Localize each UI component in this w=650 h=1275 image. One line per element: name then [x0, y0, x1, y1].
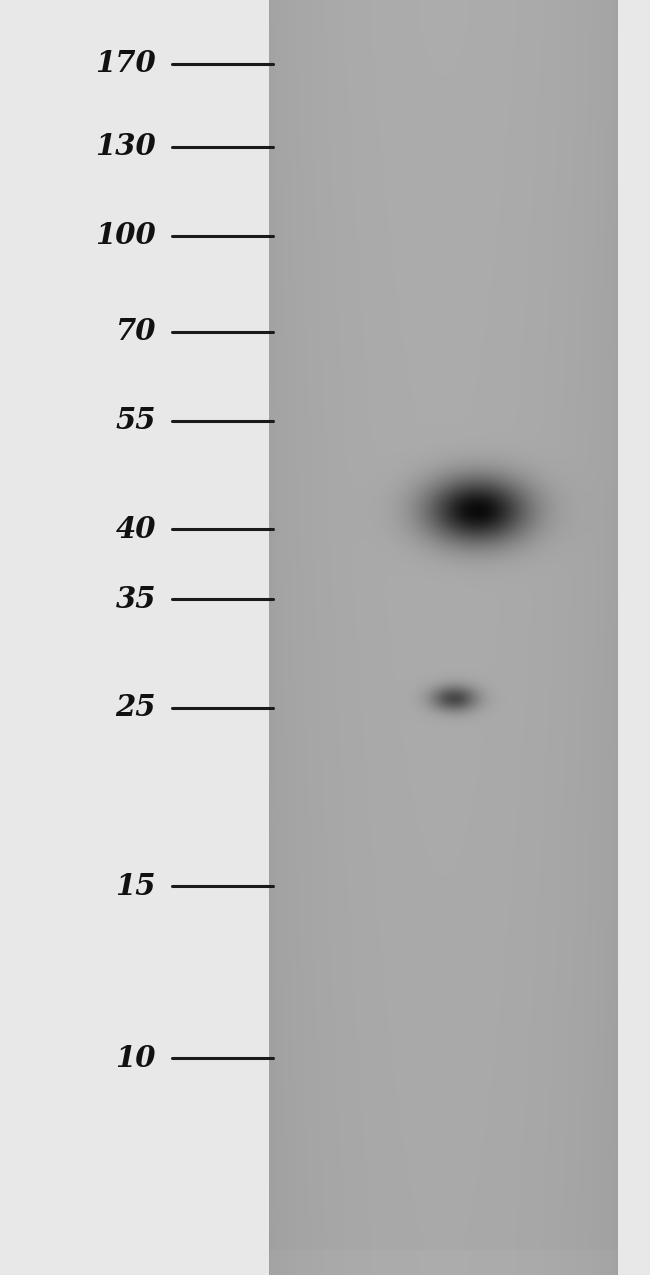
Text: 25: 25	[116, 694, 156, 722]
Text: 35: 35	[116, 585, 156, 613]
Text: 40: 40	[116, 515, 156, 543]
Text: 10: 10	[116, 1044, 156, 1072]
Text: 170: 170	[96, 50, 156, 78]
Text: 70: 70	[116, 317, 156, 346]
Text: 100: 100	[96, 222, 156, 250]
Text: 130: 130	[96, 133, 156, 161]
Text: 15: 15	[116, 872, 156, 900]
Text: 55: 55	[116, 407, 156, 435]
